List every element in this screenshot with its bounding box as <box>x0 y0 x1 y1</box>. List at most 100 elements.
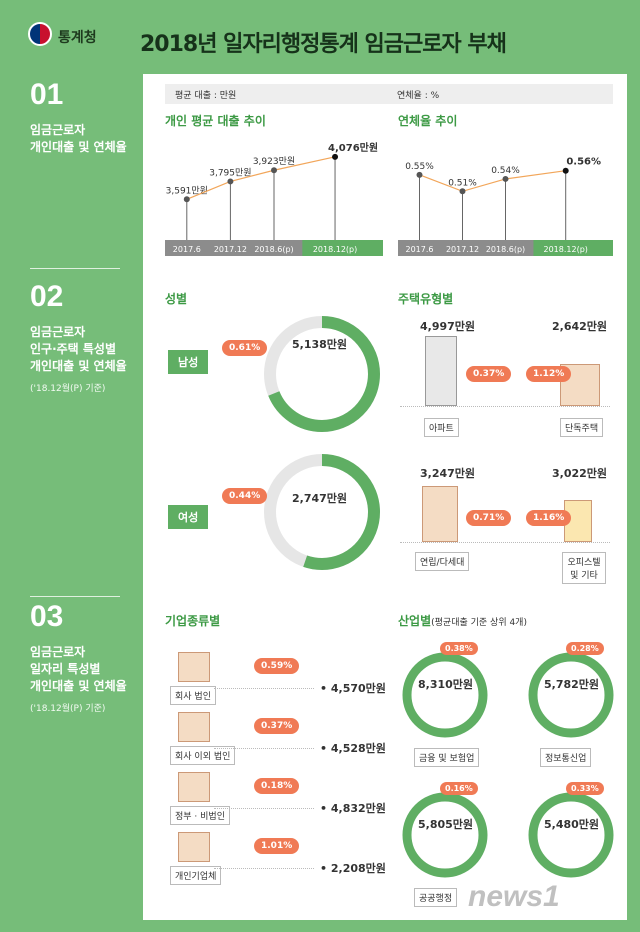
industry-loan: 5,480만원 <box>544 818 600 831</box>
female-rate-bubble: 0.44% <box>222 488 268 504</box>
officetel-rate: 1.16% <box>526 510 572 526</box>
header: 통계청 2018년 일자리행정통계 임금근로자 부채 <box>0 0 640 70</box>
section-label: 일자리 특성별 <box>30 662 101 676</box>
data-label: 3,923만원 <box>253 156 295 167</box>
page-title: 2018년 일자리행정통계 임금근로자 부채 <box>140 32 507 57</box>
section-label: 개인대출 및 연체율 <box>30 140 127 154</box>
enterprise-loan: • 4,832만원 <box>320 802 386 815</box>
enterprise-loan: • 4,570만원 <box>320 682 386 695</box>
enterprise-icon <box>178 772 210 802</box>
house-label: 단독주택 <box>560 418 604 437</box>
chart-title-housing: 주택유형별 <box>398 292 454 306</box>
dotted-leader <box>214 688 314 689</box>
tick-label: 2017.6 <box>406 245 434 254</box>
chart-title-gender: 성별 <box>165 292 188 306</box>
industry-title: 산업별 <box>398 614 432 628</box>
industry-label: 정보통신업 <box>540 748 592 767</box>
delinq-trend-chart: 0.55% 2017.6 0.51% 2017.12 0.54% 2018.6(p) 0.5… <box>398 157 613 256</box>
taegeuk-logo-icon <box>28 22 52 46</box>
enterprise-rate: 1.01% <box>254 838 300 854</box>
section-label: 임금근로자 <box>30 123 86 137</box>
section-number: 02 <box>30 280 64 313</box>
data-label: 3,591만원 <box>166 185 208 196</box>
male-ring-arc <box>264 316 380 432</box>
industry-rate: 0.16% <box>440 782 478 795</box>
tick-label: 2017.12 <box>214 245 247 254</box>
axis-highlight <box>302 240 383 256</box>
industry-rate: 0.38% <box>440 642 478 655</box>
male-loan-value: 5,138만원 <box>292 338 348 351</box>
enterprise-label: 회사 법인 <box>170 686 216 705</box>
section-label: 개인대출 및 연체율 <box>30 679 127 693</box>
section-02: 02 임금근로자 인구·주택 특성별 개인대출 및 연체율 ('18.12월(P) … <box>30 280 127 394</box>
section-label: 임금근로자 <box>30 325 86 339</box>
data-label: 3,795만원 <box>209 167 251 178</box>
section-number: 03 <box>30 600 64 633</box>
data-point <box>416 171 423 178</box>
enterprise-loan: • 4,528만원 <box>320 742 386 755</box>
officetel-loan: 3,022만원 <box>552 467 608 480</box>
data-point <box>332 153 339 160</box>
tick-label: 2018.12(p) <box>313 245 357 254</box>
tick-label: 2017.6 <box>173 245 201 254</box>
house-rate: 1.12% <box>526 366 572 382</box>
chart-title-delinq-trend: 연체율 추이 <box>398 114 458 128</box>
male-ring-chart <box>264 316 380 432</box>
industry-label: 금융 및 보험업 <box>414 748 480 767</box>
axis-highlight <box>533 240 613 256</box>
industry-loan: 8,310만원 <box>418 678 474 691</box>
villa-rate: 0.71% <box>466 510 512 526</box>
divider <box>30 596 120 597</box>
enterprise-icon <box>178 712 210 742</box>
industry-ring <box>528 652 614 738</box>
officetel-label: 오피스텔 및 기타 <box>562 552 606 584</box>
male-badge: 남성 <box>168 350 209 374</box>
data-point <box>271 167 277 174</box>
villa-label: 연립/다세대 <box>415 552 470 571</box>
data-point <box>562 167 569 174</box>
industry-ring <box>402 792 488 878</box>
chart-title-industry: 산업별(평균대출 기준 상위 4개) <box>398 612 527 629</box>
section-note: ('18.12월(P) 기준) <box>30 704 106 714</box>
section-label: 임금근로자 <box>30 645 86 659</box>
data-label: 4,076만원 <box>328 141 378 154</box>
tick-label: 2018.6(p) <box>254 245 293 254</box>
industry-label: 공공행정 <box>414 888 458 907</box>
industry-subtitle: (평균대출 기준 상위 4개) <box>431 618 527 628</box>
data-label: 0.55% <box>405 162 434 172</box>
female-ring-arc <box>264 454 380 570</box>
data-label: 0.54% <box>491 166 520 176</box>
house-loan: 2,642만원 <box>552 320 608 333</box>
section-number: 01 <box>30 78 64 111</box>
data-point <box>183 196 190 203</box>
industry-ring <box>402 652 488 738</box>
industry-rate: 0.28% <box>566 642 604 655</box>
data-point <box>227 178 234 185</box>
enterprise-loan: • 2,208만원 <box>320 862 386 875</box>
section-label: 개인대출 및 연체율 <box>30 359 127 373</box>
dotted-leader <box>214 868 314 869</box>
data-label: 0.56% <box>566 157 601 168</box>
male-rate-bubble: 0.61% <box>222 340 268 356</box>
legend: 평균 대출 : 만원 연체율 : % <box>165 84 613 104</box>
tick-label: 2018.12(p) <box>543 245 587 254</box>
industry-ring <box>528 792 614 878</box>
loan-trend-chart: 3,591만원 2017.6 3,795만원 2017.12 3,923만원 2018.6… <box>165 141 383 256</box>
chart-title-enterprise: 기업종류별 <box>165 614 221 628</box>
enterprise-rate: 0.37% <box>254 718 300 734</box>
ground-line <box>400 542 610 543</box>
female-badge: 여성 <box>168 505 209 529</box>
chart-title-loan-trend: 개인 평균 대출 추이 <box>165 114 266 128</box>
enterprise-label: 회사 이외 법인 <box>170 746 236 765</box>
apt-loan: 4,997만원 <box>420 320 476 333</box>
female-loan-value: 2,747만원 <box>292 492 348 505</box>
enterprise-label: 정부 · 비법인 <box>170 806 230 825</box>
villa-icon <box>422 486 458 542</box>
section-note: ('18.12월(P) 기준) <box>30 384 106 394</box>
apartment-icon <box>425 336 457 406</box>
villa-loan: 3,247만원 <box>420 467 476 480</box>
legend-delinquency: 연체율 : % <box>397 91 440 101</box>
enterprise-label: 개인기업체 <box>170 866 222 885</box>
